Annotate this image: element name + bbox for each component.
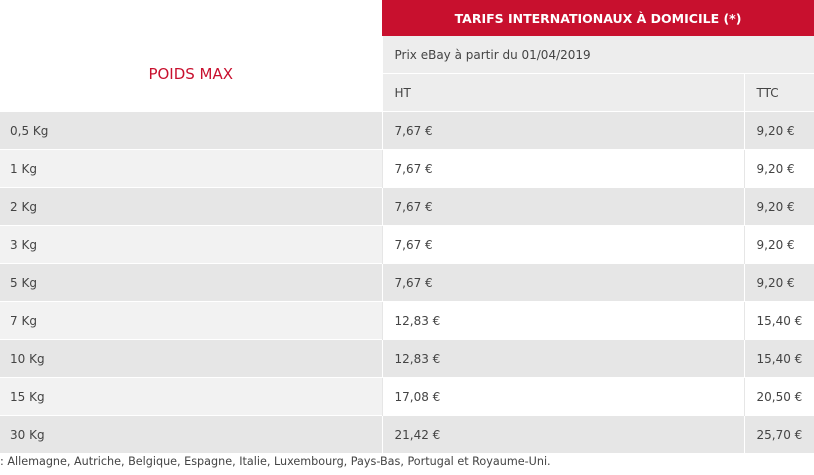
ttc-price-cell: 25,70 € xyxy=(744,415,814,453)
ttc-price-cell: 15,40 € xyxy=(744,301,814,340)
prix-date-header: Prix eBay à partir du 01/04/2019 xyxy=(382,36,814,74)
ht-price-cell: 12,83 € xyxy=(381,339,745,378)
table-row: 15 Kg 17,08 € 20,50 € xyxy=(0,377,814,416)
weight-cell: 7 Kg xyxy=(0,301,382,340)
ht-price-cell: 7,67 € xyxy=(381,187,745,226)
weight-cell: 10 Kg xyxy=(0,339,382,378)
ttc-price-cell: 20,50 € xyxy=(744,377,814,416)
ht-column-header: HT xyxy=(382,73,745,112)
ttc-price-cell: 9,20 € xyxy=(744,149,814,188)
weight-cell: 5 Kg xyxy=(0,263,382,302)
table-row: 10 Kg 12,83 € 15,40 € xyxy=(0,339,814,378)
weight-cell: 1 Kg xyxy=(0,149,382,188)
table-row: 0,5 Kg 7,67 € 9,20 € xyxy=(0,111,814,150)
header-spacer xyxy=(0,0,382,36)
ht-price-cell: 12,83 € xyxy=(381,301,745,340)
ttc-price-cell: 15,40 € xyxy=(744,339,814,378)
ttc-price-cell: 9,20 € xyxy=(744,225,814,264)
ht-price-cell: 7,67 € xyxy=(381,149,745,188)
ttc-price-cell: 9,20 € xyxy=(744,111,814,150)
ttc-column-header: TTC xyxy=(744,73,814,112)
rates-table: TARIFS INTERNATIONAUX À DOMICILE (*) POI… xyxy=(0,0,814,453)
weight-cell: 0,5 Kg xyxy=(0,111,382,150)
table-row: 1 Kg 7,67 € 9,20 € xyxy=(0,149,814,188)
table-row: 2 Kg 7,67 € 9,20 € xyxy=(0,187,814,226)
weight-cell: 15 Kg xyxy=(0,377,382,416)
table-row: 5 Kg 7,67 € 9,20 € xyxy=(0,263,814,302)
weight-cell: 30 Kg xyxy=(0,415,382,453)
ht-price-cell: 7,67 € xyxy=(381,225,745,264)
ttc-price-cell: 9,20 € xyxy=(744,187,814,226)
countries-footnote: : Allemagne, Autriche, Belgique, Espagne… xyxy=(0,455,551,468)
ht-price-cell: 7,67 € xyxy=(381,263,745,302)
weight-cell: 2 Kg xyxy=(0,187,382,226)
ht-price-cell: 7,67 € xyxy=(381,111,745,150)
table-title: TARIFS INTERNATIONAUX À DOMICILE (*) xyxy=(382,0,814,36)
ht-price-cell: 21,42 € xyxy=(381,415,745,453)
poids-max-header: POIDS MAX xyxy=(0,36,383,112)
table-row: 3 Kg 7,67 € 9,20 € xyxy=(0,225,814,264)
weight-cell: 3 Kg xyxy=(0,225,382,264)
ht-price-cell: 17,08 € xyxy=(381,377,745,416)
ttc-price-cell: 9,20 € xyxy=(744,263,814,302)
table-row: 7 Kg 12,83 € 15,40 € xyxy=(0,301,814,340)
table-row: 30 Kg 21,42 € 25,70 € xyxy=(0,415,814,453)
